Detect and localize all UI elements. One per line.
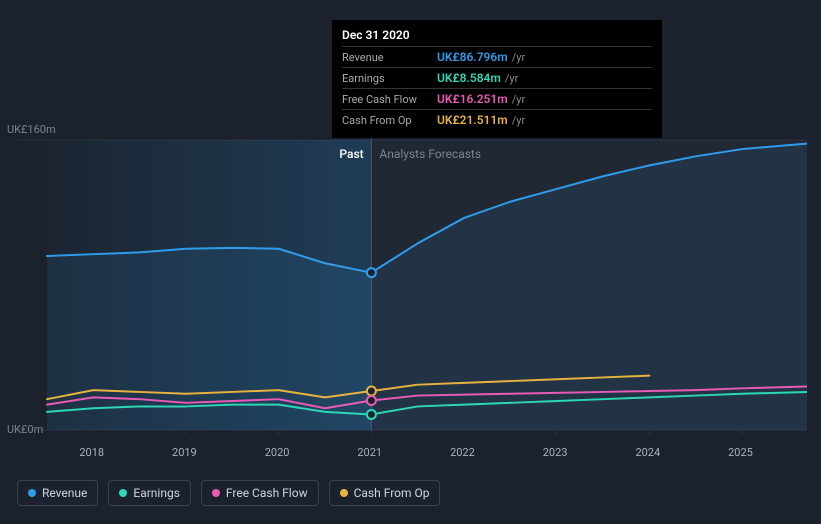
legend-dot-icon — [340, 489, 348, 497]
chart-svg — [17, 130, 807, 440]
legend-label: Free Cash Flow — [226, 486, 308, 500]
tooltip-rows: RevenueUK£86.796m/yrEarningsUK£8.584m/yr… — [342, 46, 652, 130]
tooltip-row-value: UK£8.584m — [437, 71, 501, 85]
legend: Revenue Earnings Free Cash Flow Cash From O… — [17, 480, 440, 506]
x-axis-tick: 2023 — [543, 446, 568, 459]
tooltip-row-unit: /yr — [512, 51, 525, 64]
chart-tooltip: Dec 31 2020 RevenueUK£86.796m/yrEarnings… — [332, 20, 662, 138]
tooltip-row-value: UK£86.796m — [437, 50, 508, 64]
y-axis-label-bottom: UK£0m — [7, 423, 43, 436]
x-axis-tick: 2019 — [172, 446, 197, 459]
legend-label: Revenue — [42, 486, 87, 500]
tooltip-date: Dec 31 2020 — [342, 28, 652, 46]
legend-item[interactable]: Earnings — [108, 480, 191, 506]
legend-dot-icon — [119, 489, 127, 497]
tooltip-row-label: Cash From Op — [342, 114, 437, 127]
tooltip-row-unit: /yr — [505, 72, 518, 85]
legend-item[interactable]: Cash From Op — [329, 480, 441, 506]
chart-area[interactable] — [17, 130, 807, 440]
tooltip-row: Cash From OpUK£21.511m/yr — [342, 109, 652, 130]
tooltip-row-label: Revenue — [342, 51, 437, 64]
tooltip-row-unit: /yr — [512, 114, 525, 127]
x-axis-tick: 2021 — [357, 446, 382, 459]
tooltip-row-value: UK£21.511m — [437, 113, 508, 127]
legend-item[interactable]: Free Cash Flow — [201, 480, 319, 506]
legend-label: Cash From Op — [354, 486, 430, 500]
legend-item[interactable]: Revenue — [17, 480, 98, 506]
x-axis-tick: 2025 — [728, 446, 753, 459]
tooltip-row: RevenueUK£86.796m/yr — [342, 46, 652, 67]
legend-dot-icon — [28, 489, 36, 497]
forecast-label: Analysts Forecasts — [379, 147, 481, 161]
tooltip-row-label: Earnings — [342, 72, 437, 85]
x-axis-tick: 2018 — [79, 446, 104, 459]
tooltip-row-label: Free Cash Flow — [342, 93, 437, 106]
x-axis-tick: 2024 — [635, 446, 660, 459]
x-axis-tick: 2020 — [265, 446, 290, 459]
tooltip-row-value: UK£16.251m — [437, 92, 508, 106]
tooltip-row: EarningsUK£8.584m/yr — [342, 67, 652, 88]
x-axis-tick: 2022 — [450, 446, 475, 459]
tooltip-row: Free Cash FlowUK£16.251m/yr — [342, 88, 652, 109]
past-label: Past — [339, 147, 363, 161]
y-axis-label-top: UK£160m — [7, 123, 56, 136]
legend-dot-icon — [212, 489, 220, 497]
legend-label: Earnings — [133, 486, 180, 500]
tooltip-row-unit: /yr — [512, 93, 525, 106]
